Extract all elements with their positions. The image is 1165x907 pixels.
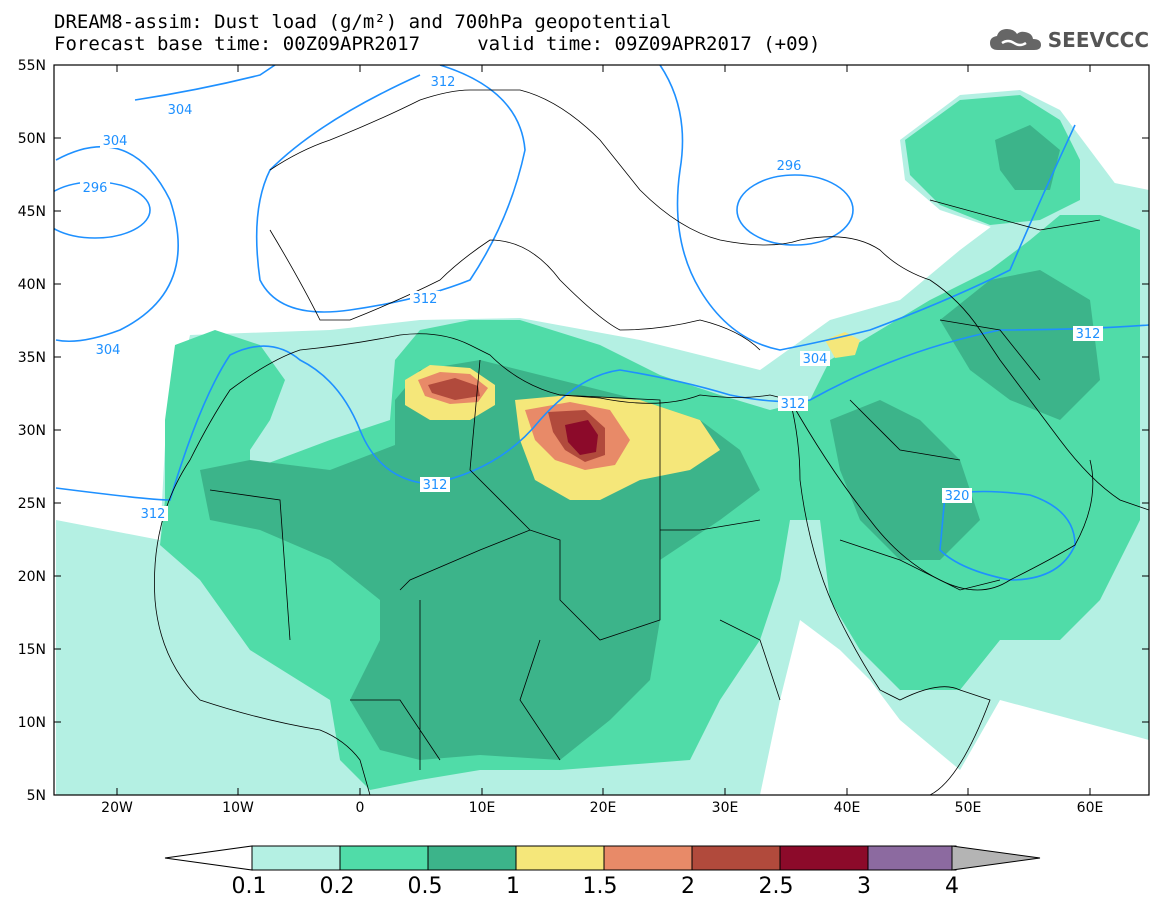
contour-label: 312: [1076, 327, 1101, 342]
contour-labels: 304 304 296 312 304 312 296 312 304 312 …: [80, 74, 1103, 522]
colorbar-high-arrow: [951, 845, 1041, 871]
colorbar-segment: [867, 845, 957, 871]
contour-label: 312: [431, 75, 456, 90]
contour-line: [736, 174, 854, 246]
lat-tick-label: 10N: [18, 715, 46, 731]
lat-ticks: 55N 50N 45N 40N 35N 30N 25N 20N 15N 10N …: [18, 58, 1149, 804]
colorbar-label: 1.5: [583, 874, 618, 899]
forecast-times: Forecast base time: 00Z09APR2017 valid t…: [54, 33, 821, 55]
lon-tick-label: 40E: [834, 800, 861, 816]
lon-tick-label: 50E: [955, 800, 982, 816]
contour-label: 304: [96, 343, 121, 358]
lat-tick-label: 55N: [18, 58, 46, 74]
logo-text: SEEVCCC: [1047, 28, 1149, 52]
contour-label: 312: [423, 478, 448, 493]
colorbar-segment: [691, 845, 781, 871]
colorbar-segment: [339, 845, 429, 871]
contour-label: 304: [168, 103, 193, 118]
dust-level-0.5-ne: [940, 270, 1100, 420]
contour-label: 304: [103, 134, 128, 149]
lon-tick-label: 10E: [469, 800, 496, 816]
contour-line: [134, 65, 276, 101]
colorbar: 0.1 0.2 0.5 1 1.5 2 2.5 3 4: [164, 845, 1041, 899]
lon-tick-label: 60E: [1077, 800, 1104, 816]
coastline: [789, 399, 1094, 591]
lon-tick-label: 30E: [712, 800, 739, 816]
colorbar-label: 1: [506, 874, 520, 899]
lon-ticks: 20W 10W 0 10E 20E 30E 40E 50E 60E: [101, 65, 1103, 816]
coastlines: [154, 89, 1149, 795]
coastline: [269, 89, 1149, 511]
colorbar-segment: [427, 845, 517, 871]
colorbar-segment: [603, 845, 693, 871]
lat-tick-label: 15N: [18, 642, 46, 658]
lat-tick-label: 40N: [18, 277, 46, 293]
colorbar-segments: [251, 845, 957, 871]
lon-tick-label: 20W: [101, 800, 133, 816]
colorbar-low-arrow: [164, 845, 253, 871]
coastline: [269, 229, 761, 351]
dust-level-2-west: [428, 378, 480, 400]
lat-tick-label: 50N: [18, 131, 46, 147]
colorbar-segment: [251, 845, 341, 871]
colorbar-label: 2.5: [759, 874, 794, 899]
colorbar-segment: [515, 845, 605, 871]
contour-label: 312: [781, 397, 806, 412]
colorbar-label: 2: [681, 874, 695, 899]
seevccc-logo: SEEVCCC: [988, 26, 1149, 54]
chart-title: DREAM8-assim: Dust load (g/m²) and 700hP…: [54, 11, 672, 33]
lat-tick-label: 45N: [18, 204, 46, 220]
dust-level-0.5-north: [995, 125, 1060, 190]
lon-tick-label: 10W: [222, 800, 254, 816]
contour-label: 320: [945, 489, 970, 504]
colorbar-label: 0.2: [320, 874, 355, 899]
dust-level-2.5: [565, 420, 598, 455]
contour-label: 304: [803, 352, 828, 367]
contour-label: 296: [83, 181, 108, 196]
cloud-icon: [989, 29, 1041, 50]
contour-label: 312: [413, 292, 438, 307]
contour-line: [55, 145, 179, 343]
contour-line: [255, 65, 526, 313]
colorbar-label: 3: [857, 874, 871, 899]
contour-label: 312: [141, 507, 166, 522]
lat-tick-label: 25N: [18, 496, 46, 512]
contour-line: [55, 324, 1149, 501]
dust-field: [56, 90, 1149, 795]
lat-tick-label: 35N: [18, 350, 46, 366]
dust-level-0.2-north: [905, 95, 1080, 225]
contour-line: [659, 65, 1076, 351]
lon-tick-label: 20E: [590, 800, 617, 816]
colorbar-label: 0.1: [232, 874, 267, 899]
lon-tick-label: 0: [356, 800, 365, 816]
colorbar-label: 4: [945, 874, 959, 899]
coastline: [154, 599, 371, 795]
contour-label: 296: [777, 159, 802, 174]
colorbar-label: 0.5: [408, 874, 443, 899]
lat-tick-label: 20N: [18, 569, 46, 585]
lat-tick-label: 5N: [27, 788, 46, 804]
geopotential-contours: [54, 65, 1149, 581]
coastline: [154, 333, 991, 795]
lat-tick-label: 30N: [18, 423, 46, 439]
colorbar-segment: [779, 845, 869, 871]
border: [209, 199, 1101, 770]
